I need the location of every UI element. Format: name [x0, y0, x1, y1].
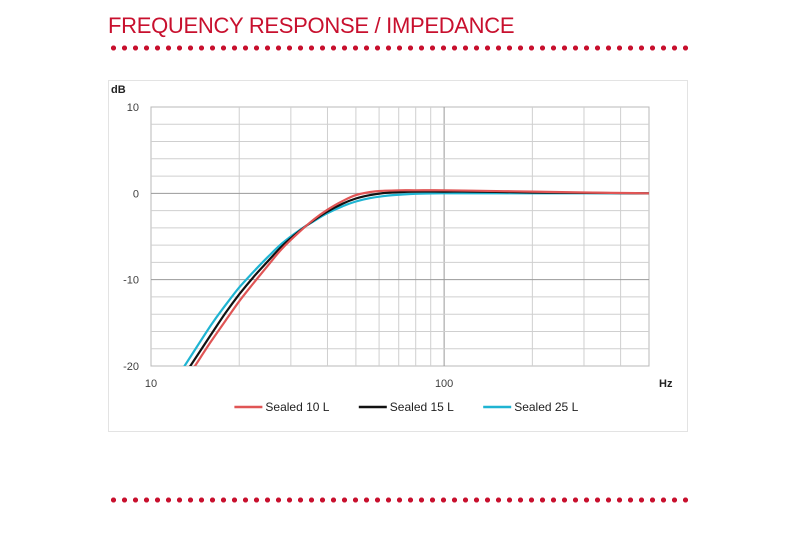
y-tick-label: 10 [127, 102, 139, 114]
legend: Sealed 10 L Sealed 15 L Sealed 25 L [234, 400, 579, 414]
plot-border [150, 106, 650, 367]
x-axis-unit: Hz [659, 378, 673, 390]
legend-label-sealed-15-l: Sealed 15 L [390, 400, 454, 414]
page-title: FREQUENCY RESPONSE / IMPEDANCE [108, 13, 515, 38]
series-line-sealed-25-l [183, 192, 649, 366]
chart-frame: dB Hz 10 0 -10 -20 10 100 Sealed 10 L Sealed 1… [108, 80, 688, 432]
grid [150, 106, 650, 367]
legend-label-sealed-10-l: Sealed 10 L [265, 400, 329, 414]
y-tick-label: -20 [123, 361, 139, 373]
y-axis-unit: dB [111, 84, 126, 96]
series-line-sealed-10-l [193, 189, 649, 366]
y-tick-label: -10 [123, 275, 139, 287]
series-lines [183, 189, 649, 366]
x-tick-label: 10 [145, 378, 157, 390]
legend-label-sealed-25-l: Sealed 25 L [514, 400, 578, 414]
dotted-divider-top [108, 45, 690, 51]
dotted-divider-bottom [108, 497, 690, 503]
y-tick-label: 0 [133, 188, 139, 200]
x-tick-label: 100 [435, 378, 453, 390]
